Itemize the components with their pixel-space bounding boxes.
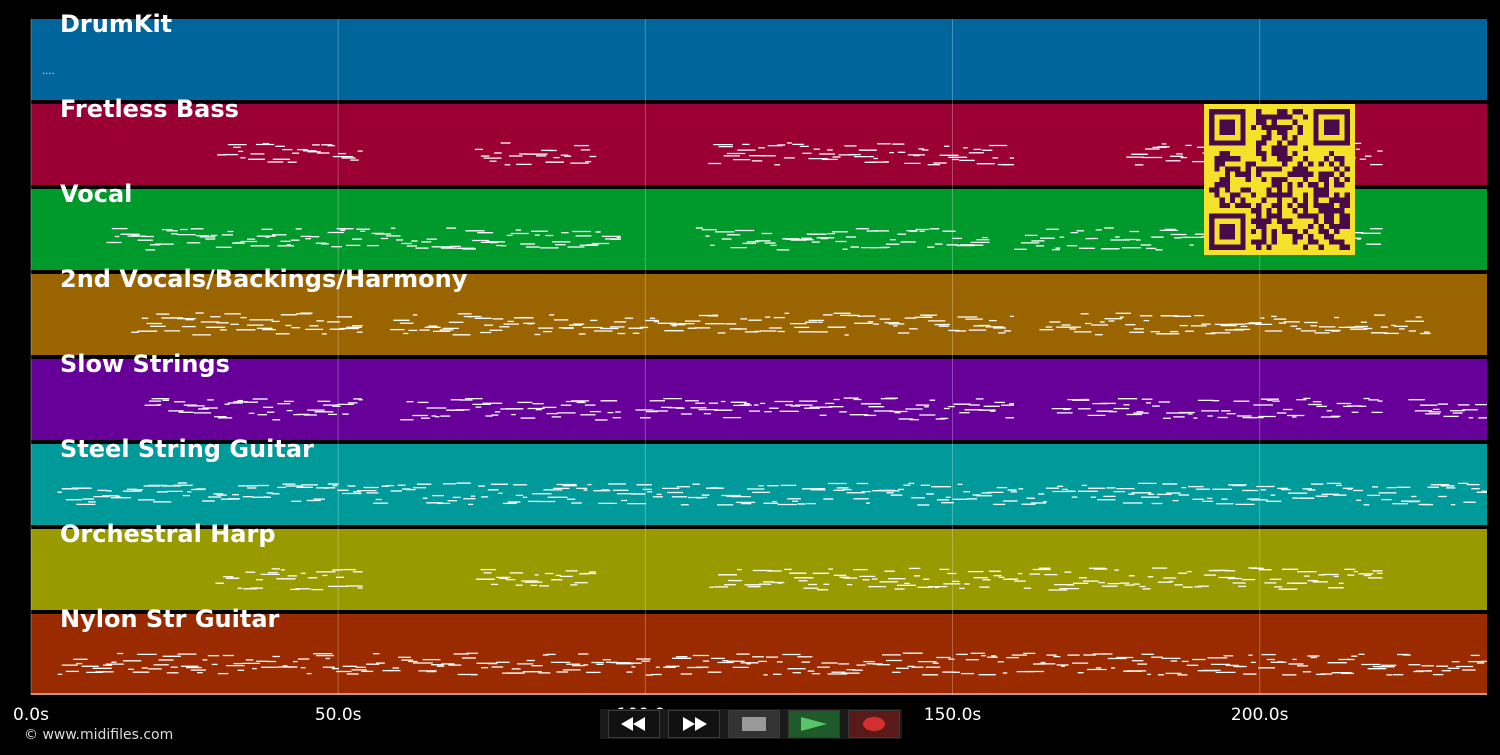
track-name-7: Orchestral Harp — [60, 520, 276, 548]
copyright-text: © www.midifiles.com — [24, 727, 174, 743]
track-name-4: 2nd Vocals/Backings/Harmony — [60, 265, 468, 293]
play-icon — [801, 717, 827, 731]
track-notes-8 — [57, 652, 1487, 676]
tick-label: 50.0s — [314, 705, 362, 725]
track-name-3: Vocal — [60, 180, 133, 208]
track-name-5: Slow Strings — [60, 350, 230, 378]
tick-label: 0.0s — [13, 705, 49, 725]
track-name-2: Fretless Bass — [60, 95, 239, 123]
qr-code — [1204, 104, 1355, 255]
track-lane-1[interactable] — [31, 19, 1487, 100]
track-name-6: Steel String Guitar — [60, 435, 314, 463]
track-name-8: Nylon Str Guitar — [60, 605, 280, 633]
play-button[interactable] — [788, 710, 840, 738]
tick-label: 200.0s — [1230, 705, 1289, 725]
transport-controls — [600, 709, 902, 739]
rewind-icon — [621, 717, 645, 731]
stop-icon — [742, 717, 766, 731]
track-notes-7 — [215, 567, 1383, 591]
drum-hits: .... — [42, 66, 55, 77]
stop-button[interactable] — [728, 710, 780, 738]
record-button[interactable] — [848, 710, 900, 738]
track-notes-6 — [57, 482, 1487, 506]
rewind-button[interactable] — [608, 710, 660, 738]
track-notes-5 — [144, 397, 1487, 421]
track-lane-5[interactable] — [31, 359, 1487, 440]
record-icon — [863, 717, 885, 731]
track-name-1: DrumKit — [60, 10, 173, 38]
tick-label: 150.0s — [923, 705, 982, 725]
track-lane-8[interactable] — [31, 614, 1487, 695]
track-lane-4[interactable] — [31, 274, 1487, 355]
track-notes-3 — [106, 227, 1383, 251]
fast-forward-button[interactable] — [668, 710, 720, 738]
fast-forward-icon — [683, 717, 707, 731]
track-notes-4 — [131, 312, 1431, 336]
